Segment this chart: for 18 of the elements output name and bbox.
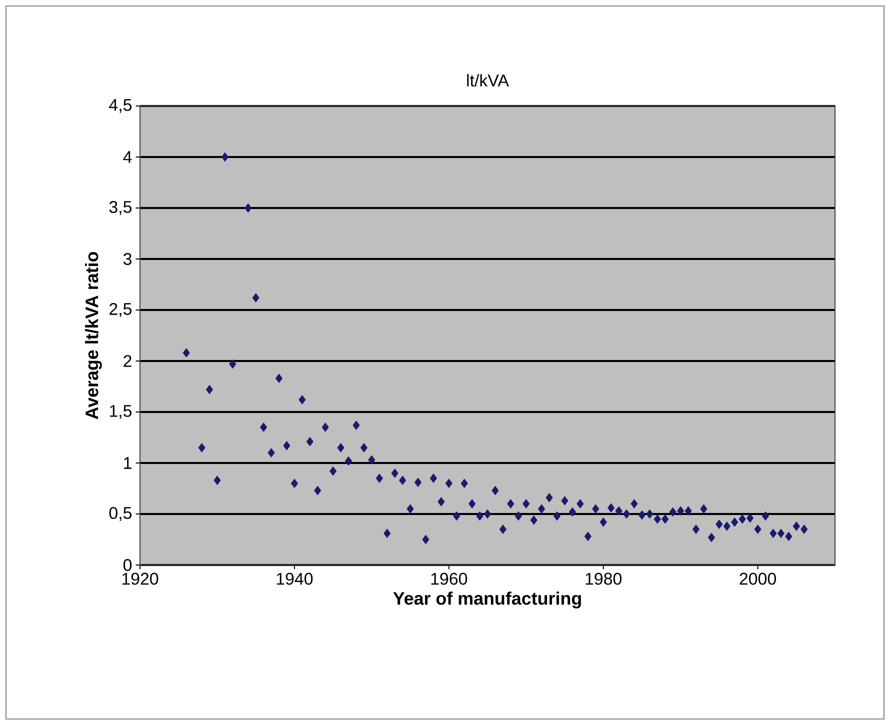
y-tick-label: 0,5 xyxy=(109,507,132,521)
y-tick-label: 3 xyxy=(123,253,132,265)
x-tick-label: 2000 xyxy=(740,572,776,585)
x-axis-title: Year of manufacturing xyxy=(393,592,581,608)
y-tick-label: 1 xyxy=(124,457,132,469)
chart-title: lt/kVA xyxy=(467,74,509,87)
y-tick-label: 0 xyxy=(123,559,132,571)
x-tick-label: 1960 xyxy=(431,572,468,585)
x-tick-label: 1940 xyxy=(276,572,313,585)
y-tick-label: 1,5 xyxy=(110,405,132,419)
x-tick-label: 1980 xyxy=(586,572,622,585)
x-tick-label: 1920 xyxy=(122,572,158,585)
y-tick-label: 2,5 xyxy=(110,303,132,317)
y-tick-label: 3,5 xyxy=(109,200,132,215)
y-tick-label: 4,5 xyxy=(109,99,132,113)
y-tick-label: 2 xyxy=(124,355,132,367)
y-axis-title: Average lt/kVA ratio xyxy=(85,252,102,420)
y-tick-label: 4 xyxy=(123,151,132,163)
